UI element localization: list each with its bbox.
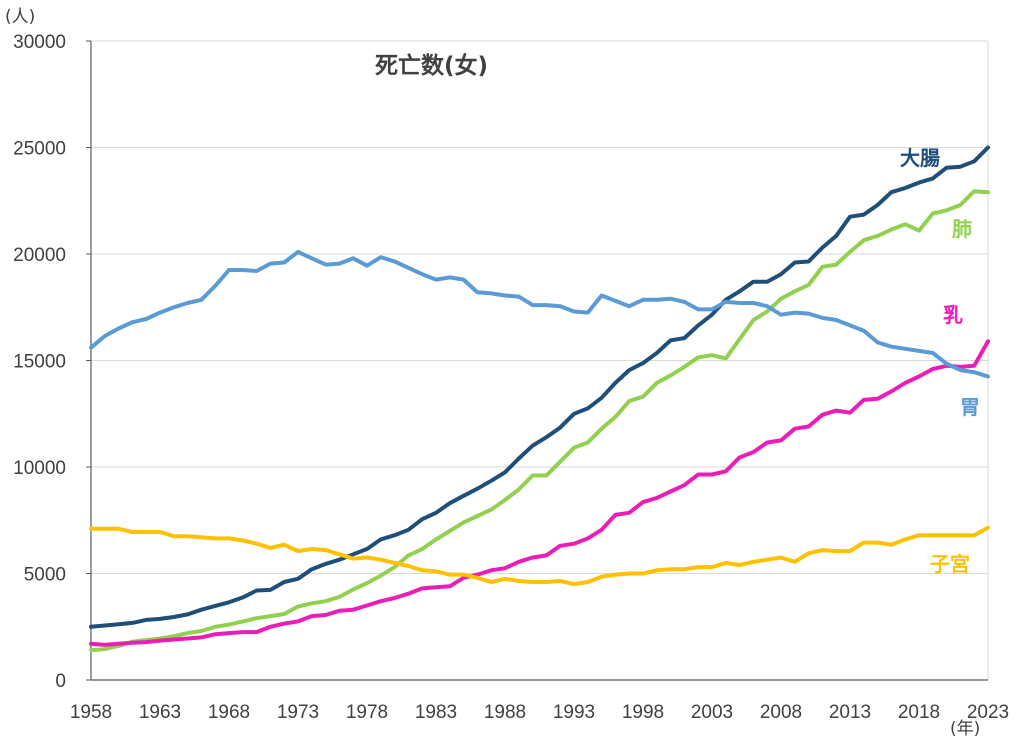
x-tick-label: 1968	[208, 702, 250, 723]
x-tick-label: 1993	[553, 702, 595, 723]
x-tick-label: 1963	[139, 702, 181, 723]
x-tick-label: 1958	[70, 702, 112, 723]
y-tick-label: 30000	[13, 32, 66, 53]
series-label-1: 大腸	[900, 146, 940, 170]
series-label-5: 子宮	[930, 552, 970, 576]
x-tick-label: 2018	[898, 702, 940, 723]
series-label-4: 胃	[960, 395, 980, 419]
axes	[86, 40, 988, 681]
x-tick-label: 1998	[622, 702, 664, 723]
y-tick-label: 25000	[13, 139, 66, 160]
x-tick-label: 2003	[691, 702, 733, 723]
chart-title: 死亡数(女)	[375, 52, 488, 79]
series-line-3	[89, 339, 990, 647]
x-tick-label: 2023	[967, 702, 1009, 723]
x-tick-label: 1988	[484, 702, 526, 723]
y-axis-tick-labels: 0 5000 10000 15000 20000 25000 30000	[13, 32, 66, 692]
x-tick-label: 1973	[277, 702, 319, 723]
x-tick-label: 1978	[346, 702, 388, 723]
y-tick-label: 20000	[13, 245, 66, 266]
series-line-5	[89, 525, 990, 587]
x-tick-label: 1983	[415, 702, 457, 723]
series-line-2	[89, 189, 990, 653]
x-tick-label: 2013	[829, 702, 871, 723]
y-axis-unit: (人)	[5, 7, 35, 27]
series-line-4	[89, 249, 990, 379]
y-tick-label: 5000	[24, 565, 66, 586]
y-tick-label: 15000	[13, 352, 66, 373]
x-axis-unit: (年)	[950, 719, 980, 737]
y-tick-label: 0	[55, 671, 66, 692]
series-label-3: 乳	[943, 303, 963, 327]
x-tick-label: 2008	[760, 702, 802, 723]
series-label-2: 肺	[952, 217, 972, 241]
series-lines	[89, 145, 990, 653]
x-axis-tick-labels: 1958 1963 1968 1973 1978 1983 1988 1993 1998 2003…	[70, 702, 1009, 723]
series-line-1	[89, 145, 990, 629]
y-tick-label: 10000	[13, 458, 66, 479]
